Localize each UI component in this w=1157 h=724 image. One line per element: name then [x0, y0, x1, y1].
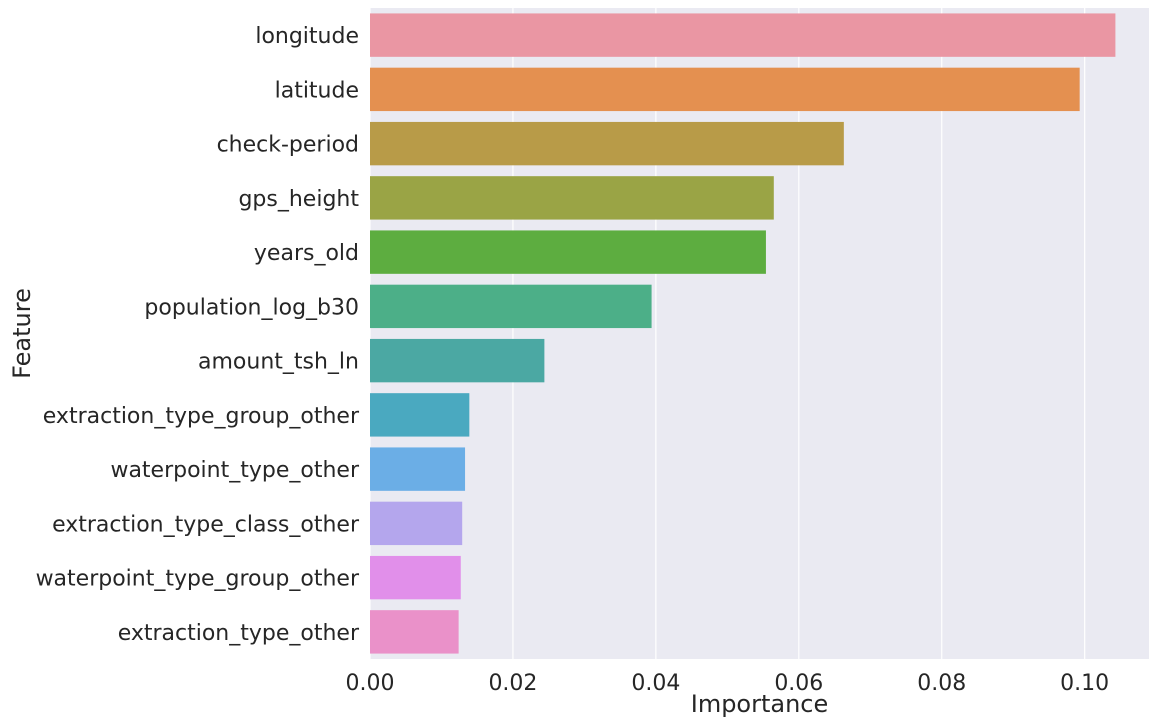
- y-tick-label: check-period: [217, 133, 359, 158]
- bar-amount_tsh_ln: [370, 338, 545, 383]
- y-tick-label: extraction_type_group_other: [43, 404, 360, 429]
- x-tick-label: 0.04: [631, 671, 680, 696]
- plot-area: [370, 8, 1149, 659]
- bar-extraction_type_other: [370, 610, 459, 654]
- y-axis-title: Feature: [8, 288, 36, 379]
- y-tick-label: extraction_type_other: [118, 621, 360, 646]
- bar-extraction_type_class_other: [370, 501, 463, 546]
- y-tick-label: extraction_type_class_other: [52, 512, 360, 537]
- bar-gps_height: [370, 176, 774, 220]
- x-tick-label: 0.10: [1060, 671, 1109, 696]
- y-tick-label: amount_tsh_ln: [198, 350, 359, 375]
- x-axis-title: Importance: [691, 690, 829, 718]
- bar-latitude: [370, 67, 1080, 112]
- x-tick-label: 0.06: [774, 671, 823, 696]
- y-tick-labels: longitude latitude check-period gps_heighty…: [36, 24, 360, 646]
- y-tick-label: population_log_b30: [144, 295, 359, 320]
- bar-longitude: [370, 13, 1116, 57]
- bar-waterpoint_type_group_other: [370, 555, 461, 600]
- y-tick-label: latitude: [275, 78, 359, 103]
- y-tick-label: years_old: [254, 241, 359, 266]
- y-tick-label: longitude: [255, 24, 359, 49]
- bar-population_log_b30: [370, 284, 652, 329]
- bar-extraction_type_group_other: [370, 393, 470, 437]
- x-tick-labels: 0.00 0.02 0.04 0.06 0.08 0.10: [346, 671, 1110, 696]
- bar-check-period: [370, 121, 844, 166]
- bars: [370, 13, 1116, 654]
- grid-lines: [369, 8, 1086, 659]
- bar-years_old: [370, 230, 766, 274]
- x-tick-label: 0.08: [917, 671, 966, 696]
- x-tick-label: 0.02: [488, 671, 537, 696]
- x-tick-label: 0.00: [346, 671, 395, 696]
- y-tick-label: waterpoint_type_other: [110, 458, 359, 483]
- y-tick-label: waterpoint_type_group_other: [36, 567, 360, 592]
- y-tick-label: gps_height: [238, 187, 359, 212]
- bar-waterpoint_type_other: [370, 447, 466, 491]
